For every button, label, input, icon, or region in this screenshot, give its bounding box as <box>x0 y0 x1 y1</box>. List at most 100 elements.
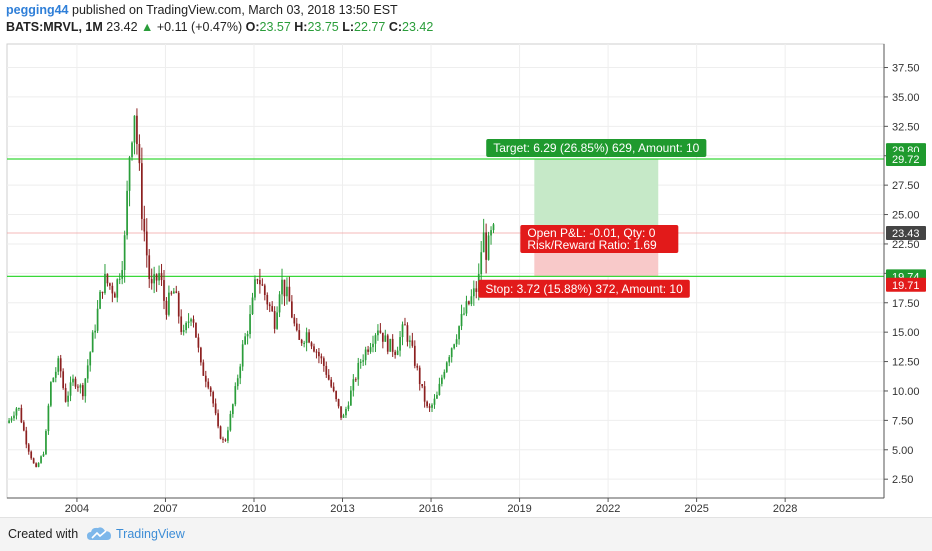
candle-body <box>391 338 394 352</box>
candle-body <box>433 398 436 405</box>
candle-body <box>455 339 458 345</box>
author-link[interactable]: pegging44 <box>6 3 69 17</box>
candle-body <box>352 379 355 391</box>
created-with-text: Created with <box>8 527 79 541</box>
candle-body <box>389 338 392 352</box>
x-tick-label: 2022 <box>596 503 620 515</box>
y-tick-label: 12.50 <box>892 357 920 369</box>
candle-body <box>350 390 352 406</box>
candle-body <box>278 294 281 313</box>
candle-body <box>50 382 52 406</box>
price-label-bg <box>886 152 926 167</box>
candle-body <box>140 163 143 219</box>
candle-body <box>35 463 37 467</box>
candle-body <box>101 291 104 294</box>
candle-body <box>150 279 153 284</box>
candle-body <box>431 404 433 408</box>
y-tick-label: 2.50 <box>892 474 913 486</box>
candle-body <box>27 444 30 452</box>
y-tick-label: 10.00 <box>892 386 920 398</box>
candle-body <box>276 312 278 329</box>
price-chart[interactable]: 2004 2007 2010 2013 2016 2019 2022 2025 2028 2.50… <box>0 38 932 517</box>
published-text: published on TradingView.com, March 03, … <box>72 3 398 17</box>
symbol-label: BATS:MRVL, 1M <box>6 20 103 34</box>
candle-body <box>86 365 89 379</box>
y-tick-label: 7.50 <box>892 415 913 427</box>
candle-body <box>281 279 283 295</box>
candle-body <box>377 330 379 336</box>
candle-body <box>256 279 259 281</box>
candle-body <box>52 377 55 383</box>
candle-body <box>177 292 180 317</box>
candle-body <box>342 415 345 418</box>
candle-body <box>106 273 109 284</box>
candle-body <box>367 349 369 352</box>
candle-body <box>40 456 42 463</box>
y-tick-label: 25.00 <box>892 210 920 222</box>
candle-body <box>249 314 251 335</box>
candle-body <box>335 391 337 400</box>
candle-body <box>185 322 187 331</box>
risk-reward-text: Risk/Reward Ratio: 1.69 <box>527 238 657 252</box>
candle-body <box>234 386 237 405</box>
high-value: 23.75 <box>307 20 339 34</box>
candle-body <box>273 311 276 329</box>
candle-body <box>99 291 101 309</box>
candle-body <box>32 458 35 464</box>
up-arrow-icon: ▲ <box>141 20 154 34</box>
candle-body <box>168 292 170 315</box>
candle-body <box>59 358 62 372</box>
candle-body <box>369 347 372 352</box>
candle-body <box>202 362 205 376</box>
candle-body <box>327 374 330 380</box>
open-value: 23.57 <box>259 20 291 34</box>
candle-body <box>209 387 212 392</box>
candle-body <box>18 407 20 409</box>
candle-body <box>384 335 387 342</box>
candle-body <box>330 379 333 387</box>
candle-body <box>182 330 185 332</box>
candle-body <box>153 274 156 284</box>
candle-body <box>463 313 465 315</box>
candle-body <box>259 280 261 285</box>
candle-body <box>231 404 234 415</box>
candle-body <box>79 385 82 388</box>
x-tick-label: 2028 <box>773 503 797 515</box>
candle-body <box>475 288 478 292</box>
candle-body <box>219 426 222 439</box>
candle-body <box>374 335 377 344</box>
candle-body <box>303 342 306 344</box>
candle-body <box>372 343 374 348</box>
candle-body <box>308 332 310 343</box>
candle-body <box>268 304 271 307</box>
y-tick-label: 5.00 <box>892 445 913 457</box>
candle-body <box>190 319 192 322</box>
level-lines <box>7 158 884 278</box>
candle-body <box>468 301 470 305</box>
candle-body <box>22 422 25 431</box>
candle-body <box>84 378 87 397</box>
candle-body <box>10 418 13 421</box>
candle-body <box>332 386 335 392</box>
high-label: H: <box>294 20 308 34</box>
candle-body <box>418 367 421 385</box>
tradingview-brand[interactable]: TradingView <box>116 527 185 541</box>
low-value: 22.77 <box>354 20 386 34</box>
y-tick-label: 35.00 <box>892 92 920 104</box>
candle-body <box>421 384 424 387</box>
chart-header: pegging44 published on TradingView.com, … <box>6 2 906 36</box>
candle-body <box>440 377 443 384</box>
candle-body <box>104 273 106 294</box>
candle-body <box>340 406 342 418</box>
candle-body <box>458 326 460 340</box>
candle-body <box>239 366 242 379</box>
candle-body <box>91 332 94 353</box>
y-tick-label: 22.50 <box>892 239 920 251</box>
candle-body <box>470 296 473 305</box>
candle-body <box>413 345 416 366</box>
candle-body <box>364 349 367 361</box>
tradingview-cloud-icon <box>87 527 111 540</box>
candle-body <box>77 386 79 388</box>
candle-body <box>116 279 119 298</box>
candle-body <box>160 273 163 281</box>
